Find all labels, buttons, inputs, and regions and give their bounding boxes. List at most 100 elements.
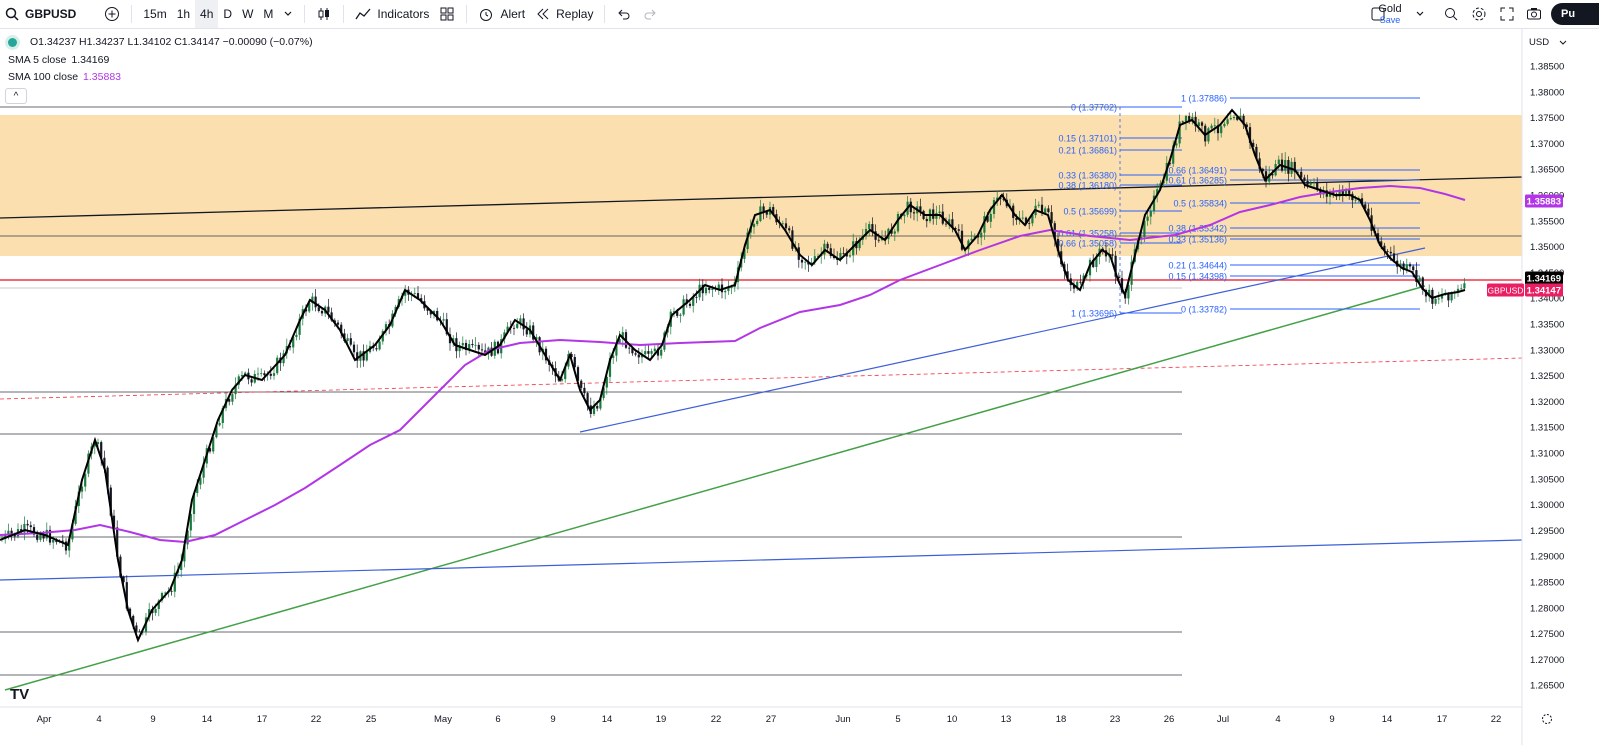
fib-right-label: 0.33 (1.35136) (1168, 235, 1227, 245)
candle-body (1296, 171, 1300, 173)
symbol-label: GBPUSD (25, 7, 77, 21)
candle-body (404, 289, 407, 296)
fib-right-label: 0.15 (1.34398) (1168, 272, 1227, 282)
candle-body (938, 211, 941, 213)
layout-save-button[interactable]: Gold Save (1378, 0, 1402, 28)
templates-button[interactable] (434, 0, 460, 28)
candle-body (349, 338, 352, 345)
undo-button[interactable] (611, 0, 637, 28)
candle-body (45, 529, 48, 539)
time-tick-label: 26 (1164, 714, 1175, 725)
publish-label: Pu (1551, 3, 1599, 25)
legend-collapse-button[interactable]: ^ (5, 88, 27, 104)
candle-body (256, 373, 260, 375)
price-tick-label: 1.38000 (1530, 87, 1564, 98)
layout-dropdown[interactable] (1415, 0, 1425, 28)
candle-body (1418, 277, 1421, 282)
alert-button[interactable]: Alert (473, 0, 530, 28)
candle-body (724, 290, 727, 293)
candle-body (1460, 288, 1463, 290)
chart-canvas[interactable]: 0 (1.37702) 0.15 (1.37101) 0.21 (1.36861) 0… (0, 29, 1599, 745)
candle-body (976, 235, 980, 238)
candle-body (845, 253, 848, 257)
blue-trend-line[interactable] (0, 539, 1523, 581)
chart-type-button[interactable] (311, 0, 337, 28)
interval-dropdown[interactable] (278, 0, 298, 28)
candle-body (516, 323, 519, 328)
black-trend-line[interactable] (0, 176, 1523, 219)
candle-body (1405, 264, 1408, 271)
sma100-legend[interactable]: SMA 100 close 1.35883 (8, 69, 313, 87)
candle-body (634, 353, 637, 355)
candle-body (135, 625, 138, 632)
symbol-search[interactable]: GBPUSD (0, 0, 81, 28)
settings-button[interactable] (1471, 0, 1487, 28)
interval-d[interactable]: D (223, 7, 233, 21)
candle-body (1309, 183, 1312, 185)
candle-body (282, 353, 285, 364)
price-tick-label: 1.30000 (1530, 500, 1564, 511)
candle-body (384, 324, 388, 332)
time-tick-label: 5 (895, 714, 900, 725)
price-tick-label: 1.32000 (1530, 397, 1564, 408)
save-label: Save (1379, 15, 1401, 25)
price-tick-label: 1.29500 (1530, 526, 1564, 537)
candle-body (189, 514, 192, 531)
candle-body (263, 373, 266, 376)
price-tick-label: 1.37000 (1530, 139, 1564, 150)
sma5-legend[interactable]: SMA 5 close 1.34169 (8, 52, 313, 70)
sma5-line[interactable] (0, 108, 1466, 643)
candle-body (42, 534, 45, 539)
candle-body (1149, 211, 1152, 217)
candle-body (813, 256, 816, 263)
candle-body (103, 457, 106, 468)
candle-body (1156, 189, 1159, 196)
fullscreen-button[interactable] (1499, 0, 1515, 28)
interval-4h[interactable]: 4h (195, 0, 219, 28)
candle-body (320, 310, 324, 314)
sma100-line[interactable] (0, 184, 1466, 544)
fib-left-label: 0.5 (1.35699) (1063, 207, 1117, 217)
time-tick-label: 4 (1275, 714, 1280, 725)
interval-15m[interactable]: 15m (143, 7, 167, 21)
interval-1h[interactable]: 1h (176, 7, 191, 21)
compare-button[interactable] (99, 0, 125, 28)
supply-zone[interactable] (0, 115, 1522, 256)
quick-search-button[interactable] (1443, 0, 1459, 28)
candle-body (970, 238, 973, 241)
candle-body (1216, 125, 1220, 134)
price-tick-label: 1.31000 (1530, 449, 1564, 460)
candle-body (1236, 116, 1239, 120)
fullscreen-layout-button[interactable] (1370, 0, 1386, 28)
snapshot-button[interactable] (1526, 0, 1542, 28)
candle-body (1431, 289, 1434, 304)
toolbar-separator (466, 5, 468, 23)
candle-body (1306, 180, 1309, 185)
candle-body (250, 379, 253, 383)
fib-right-label: 0.61 (1.36285) (1168, 176, 1227, 186)
candle-body (1264, 171, 1268, 182)
candle-body (842, 252, 845, 254)
candle-body (1194, 116, 1197, 127)
tradingview-logo-icon[interactable]: TV (10, 686, 30, 703)
candle-body (1242, 115, 1245, 125)
interval-w[interactable]: W (242, 7, 254, 21)
replay-button[interactable]: Replay (530, 0, 598, 28)
candle-body (109, 487, 112, 516)
publish-button[interactable]: Pu (1551, 0, 1599, 28)
redo-button[interactable] (637, 0, 663, 28)
axis-settings-icon[interactable] (1542, 714, 1552, 724)
blue-channel-line[interactable] (579, 247, 1426, 433)
red-dashed-trend-line[interactable] (0, 357, 1523, 400)
candle-body (61, 540, 64, 542)
time-tick-label: 22 (711, 714, 722, 725)
chevron-up-icon: ^ (13, 90, 19, 102)
candle-body (727, 287, 730, 291)
sma5-label: SMA 5 close (8, 53, 67, 66)
interval-m[interactable]: M (263, 7, 274, 21)
indicators-button[interactable]: Indicators (350, 0, 434, 28)
candle-body (32, 527, 36, 535)
green-trend-line[interactable] (4, 285, 1426, 691)
price-tick-label: 1.33000 (1530, 345, 1564, 356)
currency-label[interactable]: USD (1529, 37, 1549, 48)
